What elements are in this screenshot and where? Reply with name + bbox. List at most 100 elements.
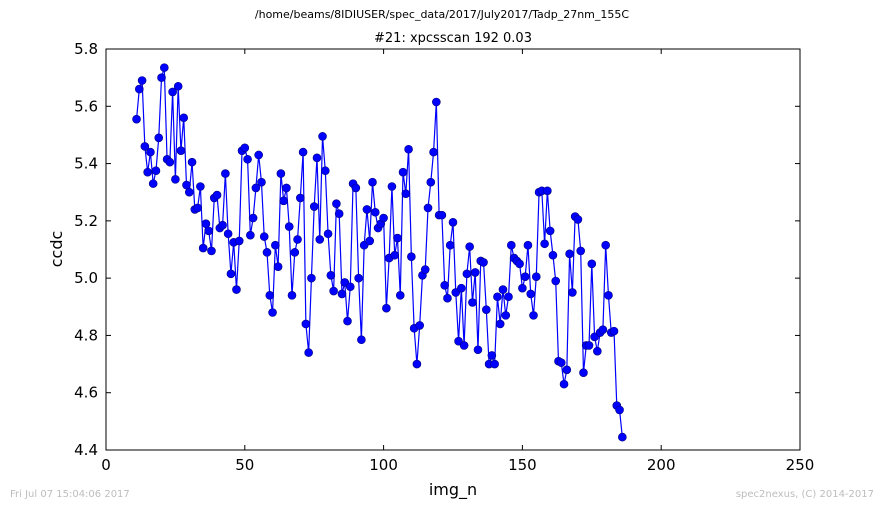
data-point <box>248 213 258 223</box>
data-point <box>257 177 266 187</box>
x-tick-label: 200 <box>647 456 676 474</box>
data-point <box>423 203 433 213</box>
data-point <box>604 291 613 300</box>
x-tick-label: 150 <box>508 456 537 474</box>
data-point <box>165 157 175 167</box>
data-point <box>543 186 552 196</box>
data-point <box>395 291 405 300</box>
data-point <box>515 259 524 269</box>
x-tick-label: 0 <box>101 456 111 474</box>
y-tick-label: 5.6 <box>74 97 98 115</box>
data-point <box>459 341 469 350</box>
data-point <box>382 303 391 313</box>
data-point <box>448 217 458 227</box>
data-point <box>565 249 574 259</box>
data-point <box>254 150 263 160</box>
data-point <box>548 250 558 260</box>
data-point <box>312 153 322 163</box>
data-point <box>559 379 569 389</box>
data-point <box>246 230 255 240</box>
data-point <box>601 240 610 250</box>
data-point <box>282 183 291 193</box>
data-point <box>212 190 222 200</box>
data-point <box>334 209 344 218</box>
data-point <box>390 250 400 260</box>
data-point <box>304 348 313 357</box>
data-point <box>182 180 191 190</box>
data-point <box>301 319 311 329</box>
data-point <box>320 166 330 176</box>
y-tick-label: 4.8 <box>74 326 98 344</box>
data-point <box>329 286 338 296</box>
data-point <box>398 167 408 177</box>
data-point <box>290 248 300 257</box>
data-point <box>487 351 497 360</box>
y-tick-label: 4.6 <box>74 384 98 402</box>
data-point <box>284 222 294 231</box>
data-point <box>176 146 186 155</box>
data-point <box>143 167 152 177</box>
data-point <box>287 291 297 300</box>
data-point <box>443 293 452 303</box>
data-point <box>473 345 483 355</box>
data-point <box>262 248 272 257</box>
footer-credit: spec2nexus, (C) 2014-2017 <box>735 489 874 500</box>
data-point <box>401 189 411 198</box>
data-point <box>618 432 627 442</box>
data-point <box>584 341 594 350</box>
y-tick-label: 5.8 <box>74 40 98 58</box>
data-point <box>135 84 144 94</box>
data-point <box>318 132 327 141</box>
data-point <box>429 147 438 157</box>
data-point <box>309 202 319 211</box>
y-tick-label: 5.0 <box>74 269 98 287</box>
data-point <box>445 240 455 250</box>
data-point <box>587 259 597 269</box>
data-point <box>354 273 363 283</box>
data-point <box>520 272 530 282</box>
data-point <box>173 81 183 91</box>
data-point <box>379 213 388 223</box>
data-point <box>576 246 586 256</box>
data-point <box>437 210 447 220</box>
data-point <box>218 220 227 230</box>
data-point <box>351 183 361 193</box>
data-point <box>479 258 488 267</box>
data-point <box>370 207 380 217</box>
data-point <box>598 325 608 335</box>
data-point <box>531 272 541 282</box>
data-point <box>493 292 502 302</box>
data-point <box>232 285 241 294</box>
data-point <box>151 166 161 176</box>
data-point <box>498 285 508 294</box>
data-point <box>259 232 269 241</box>
data-point <box>529 311 538 320</box>
data-point <box>298 147 308 157</box>
data-point <box>465 242 474 251</box>
x-tick-label: 50 <box>235 456 254 474</box>
data-point <box>579 368 588 377</box>
data-point <box>415 321 424 330</box>
data-point <box>506 240 516 250</box>
data-point <box>268 308 277 317</box>
data-point <box>504 292 513 302</box>
y-tick-label: 5.2 <box>74 212 98 230</box>
x-axis-label: img_n <box>429 480 477 500</box>
data-point <box>412 359 422 369</box>
data-point <box>179 113 189 123</box>
data-point <box>562 365 572 375</box>
data-point <box>426 177 436 187</box>
data-point <box>551 276 561 286</box>
data-point <box>132 114 141 124</box>
data-point <box>432 97 441 107</box>
data-point <box>482 305 491 314</box>
plot-frame <box>105 48 801 451</box>
footer-timestamp: Fri Jul 07 15:04:06 2017 <box>10 489 130 500</box>
data-point <box>154 133 164 143</box>
data-point <box>296 193 305 203</box>
data-point <box>357 335 366 345</box>
data-point <box>148 179 158 188</box>
data-point <box>315 235 325 244</box>
data-point <box>271 240 280 250</box>
